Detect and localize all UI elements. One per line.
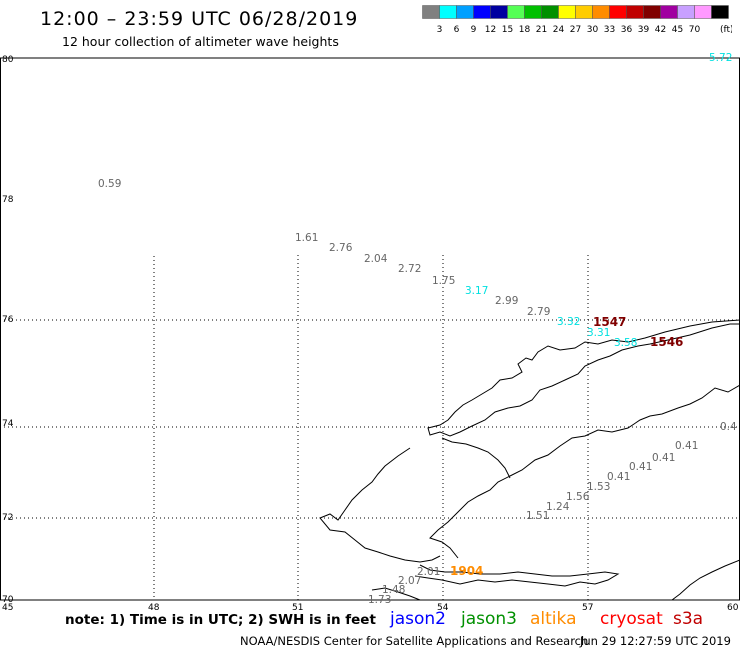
wave-height-label: 1.24 bbox=[546, 501, 570, 513]
wave-height-label: 1.51 bbox=[526, 510, 549, 522]
legend-label: 42 bbox=[655, 25, 666, 35]
coastline-north-island bbox=[427, 319, 740, 437]
legend-label: 33 bbox=[604, 25, 615, 35]
wave-height-label: 2.99 bbox=[495, 295, 518, 307]
credit-line: NOAA/NESDIS Center for Satellite Applica… bbox=[240, 634, 589, 648]
lat-label: 70 bbox=[2, 595, 14, 605]
legend-label: 39 bbox=[638, 25, 650, 35]
wave-height-label: 3.17 bbox=[465, 285, 488, 297]
satellite-cryosat: cryosat bbox=[600, 609, 663, 629]
legend-swatch bbox=[711, 5, 729, 19]
wave-height-label: 1.56 bbox=[566, 491, 590, 503]
satellite-jason2: jason2 bbox=[390, 609, 446, 629]
wave-height-label: 1.75 bbox=[432, 275, 455, 287]
map-frame bbox=[0, 57, 740, 601]
footer-note: note: 1) Time is in UTC; 2) SWH is in fe… bbox=[65, 612, 376, 628]
coastline-south-island-inner bbox=[441, 437, 511, 479]
satellite-s3a: s3a bbox=[673, 609, 704, 629]
satellite-jason3: jason3 bbox=[461, 609, 517, 629]
wave-height-label: 2.01 bbox=[417, 566, 440, 578]
map-subtitle: 12 hour collection of altimeter wave hei… bbox=[62, 34, 339, 49]
wave-height-label: 3.58 bbox=[614, 337, 637, 349]
wave-height-label: 1.61 bbox=[295, 232, 318, 244]
lat-label: 74 bbox=[2, 419, 14, 429]
legend-label: 70 bbox=[689, 25, 701, 35]
wave-height-label: 0.41 bbox=[607, 471, 630, 483]
wave-height-label: 0.41 bbox=[629, 461, 652, 473]
wave-height-label: 2.72 bbox=[398, 263, 421, 275]
lat-label: 80 bbox=[2, 55, 14, 65]
lat-label: 72 bbox=[2, 513, 13, 523]
legend-label: 12 bbox=[485, 25, 496, 35]
coastline-south-island-west bbox=[319, 447, 441, 563]
pass-time-label: 1546 bbox=[650, 335, 683, 349]
legend-label: 18 bbox=[519, 25, 531, 35]
legend-unit: (ft) bbox=[720, 25, 732, 35]
lon-label: 54 bbox=[437, 603, 449, 610]
lat-label: 76 bbox=[2, 315, 14, 325]
lon-label: 48 bbox=[148, 603, 160, 610]
wave-height-observations: 0.59 1.61 2.76 2.04 2.72 1.75 3.17 2.99 … bbox=[98, 52, 737, 606]
wave-height-label: 2.04 bbox=[364, 253, 388, 265]
coastline bbox=[319, 319, 740, 601]
wave-height-label: 2.76 bbox=[329, 242, 353, 254]
lon-label: 45 bbox=[2, 603, 13, 610]
legend-label: 30 bbox=[587, 25, 599, 35]
lon-label: 57 bbox=[582, 603, 593, 610]
coastline-south-island bbox=[429, 384, 740, 559]
wave-height-label: 2.07 bbox=[398, 575, 421, 587]
wave-height-label: 0.4 bbox=[720, 421, 737, 433]
coastline-southwest bbox=[371, 587, 421, 601]
legend-label: 45 bbox=[672, 25, 683, 35]
wave-height-label: 0.41 bbox=[675, 440, 698, 452]
wave-height-label: 1.53 bbox=[587, 481, 610, 493]
legend-label: 24 bbox=[553, 25, 565, 35]
legend-label: 15 bbox=[502, 25, 513, 35]
legend-label: 9 bbox=[471, 25, 477, 35]
lon-label: 51 bbox=[292, 603, 303, 610]
latitude-labels: 80 78 76 74 72 70 bbox=[2, 55, 14, 605]
longitude-labels: 45 48 51 54 57 60 bbox=[2, 603, 739, 610]
wave-height-map: 80 78 76 74 72 70 45 48 51 54 57 60 0.59… bbox=[0, 52, 740, 610]
satellite-altika: altika bbox=[530, 609, 577, 629]
legend-label: 3 bbox=[437, 25, 443, 35]
legend-label: 27 bbox=[570, 25, 581, 35]
wave-height-label: 2.79 bbox=[527, 306, 550, 318]
coastline-east bbox=[671, 559, 740, 601]
wave-height-label: 1.73 bbox=[368, 594, 391, 606]
legend-label: 21 bbox=[536, 25, 547, 35]
pass-time-label: 1904 bbox=[450, 564, 483, 578]
pass-time-label: 1547 bbox=[593, 315, 626, 329]
coastline-mainland bbox=[414, 564, 620, 587]
map-title: 12:00 – 23:59 UTC 06/28/2019 bbox=[40, 8, 359, 30]
wave-height-label: 0.41 bbox=[652, 452, 675, 464]
wave-height-label: 3.31 bbox=[587, 327, 610, 339]
generated-timestamp: Jun 29 12:27:59 UTC 2019 bbox=[580, 634, 731, 648]
lon-label: 60 bbox=[727, 603, 739, 610]
legend-label: 36 bbox=[621, 25, 633, 35]
wave-height-label: 1.48 bbox=[382, 584, 405, 596]
wave-height-label: 3.32 bbox=[557, 316, 580, 328]
wave-height-label: 5.72 bbox=[709, 52, 732, 64]
pass-time-labels: 1547 1546 1904 bbox=[450, 315, 683, 578]
legend-label: 6 bbox=[454, 25, 460, 35]
wave-height-label: 0.59 bbox=[98, 178, 121, 190]
graticule bbox=[0, 255, 740, 600]
lat-label: 78 bbox=[2, 195, 14, 205]
